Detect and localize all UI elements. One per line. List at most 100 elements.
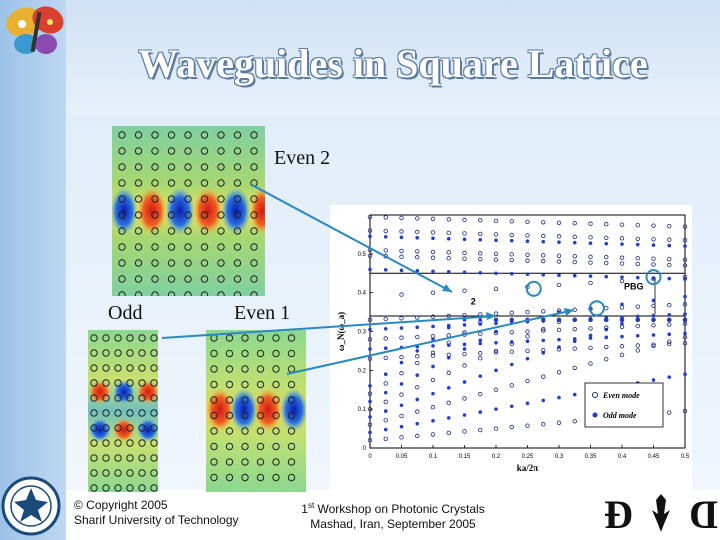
even-mode-point [493,218,499,224]
odd-mode-point [431,391,435,396]
even-mode-point [572,221,577,226]
odd-mode-point [620,302,624,307]
rod-dot [184,195,192,203]
even-mode-point [619,324,625,330]
odd-mode-point [383,326,388,331]
even-mode-point [415,360,420,366]
rod-dot [118,131,126,139]
rod-dot [287,427,296,435]
rod-dot [134,163,143,171]
rod-dot [118,259,126,267]
even2-field-image [112,126,265,296]
even-mode-point [682,408,688,414]
odd-mode-point [557,318,561,323]
rod-dot [134,259,143,267]
odd-mode-point [604,274,609,279]
even-mode-point [383,215,388,220]
rod-dot [138,364,146,372]
rod-dot [126,364,134,372]
rod-dot [114,454,122,462]
odd-mode-point [683,318,687,322]
x-tick-label: 0.5 [681,454,690,460]
odd-mode-point [509,318,514,322]
odd-mode-point [431,344,435,348]
even-mode-point [367,438,373,443]
rod-dot [90,424,98,432]
odd-mode-point [494,238,498,243]
odd-mode-point [478,341,483,346]
rod-dot [167,163,176,171]
odd-mode-point [415,325,420,330]
even-mode-point [478,351,483,356]
odd-mode-point [588,336,593,340]
rod-dot [90,469,98,477]
even-mode-point [635,343,640,348]
rod-dot [287,380,296,389]
arrowhead-even1 [564,308,574,316]
rod-dot [118,211,126,219]
even-mode-point [667,256,672,262]
rod-dot [287,411,296,420]
even-mode-point [509,424,514,430]
rod-dot [210,411,218,420]
even-mode-point [556,282,562,288]
rod-dot [287,349,296,358]
odd-mode-point [415,349,420,353]
even-mode-point [415,229,420,235]
even-mode-point [541,258,546,264]
even-mode-point [462,429,467,434]
odd-mode-point [431,269,435,274]
connector-even2 [251,184,453,293]
even-mode-point [446,400,451,406]
odd-mode-point [368,234,372,239]
even-mode-point [667,223,672,229]
rod-dot [118,227,126,235]
odd-mode-point [635,275,640,280]
legend-even: Even mode [602,391,640,400]
rod-dot [118,291,126,296]
rod-dot [217,131,225,139]
even-mode-point [651,323,656,328]
even-mode-point [635,348,640,353]
odd-mode-point [431,236,435,241]
odd-mode-point [667,243,672,248]
even-mode-point [462,231,467,236]
even-mode-point [588,221,593,226]
even-mode-point [509,219,514,224]
even-mode-point [509,252,514,257]
even-mode-point [462,351,467,357]
even-mode-point [604,255,609,260]
odd-mode-point [557,395,561,400]
odd-mode-point [478,322,483,326]
rod-dot [287,442,296,451]
even-mode-point [478,218,483,223]
rod-dot [138,334,146,342]
rod-dot [225,349,234,358]
rod-dot [233,291,242,296]
rod-dot [102,424,110,432]
odd-mode-point [462,237,467,242]
even-mode-point [667,322,672,327]
rod-dot [150,484,158,492]
rod-dot [233,211,242,219]
rod-dot [167,131,176,139]
rod-dot [256,396,265,404]
odd-mode-point [541,319,546,323]
even-mode-point [556,347,562,352]
rod-dot [151,163,159,171]
even-mode-point [367,317,373,323]
even-mode-point [572,254,577,259]
rod-dot [272,349,280,358]
rod-dot [272,473,280,482]
svg-text:D: D [689,492,718,537]
odd-mode-point [604,241,609,246]
even-mode-point [588,254,593,259]
odd-mode-point [494,318,498,322]
even-mode-point [541,220,546,225]
page-title: Waveguides in Square Lattice [138,41,648,86]
odd-mode-point [415,269,420,273]
even-mode-point [619,278,625,284]
even-mode-point [604,356,609,362]
even-mode-point [619,255,625,260]
odd-mode-point [383,372,388,377]
